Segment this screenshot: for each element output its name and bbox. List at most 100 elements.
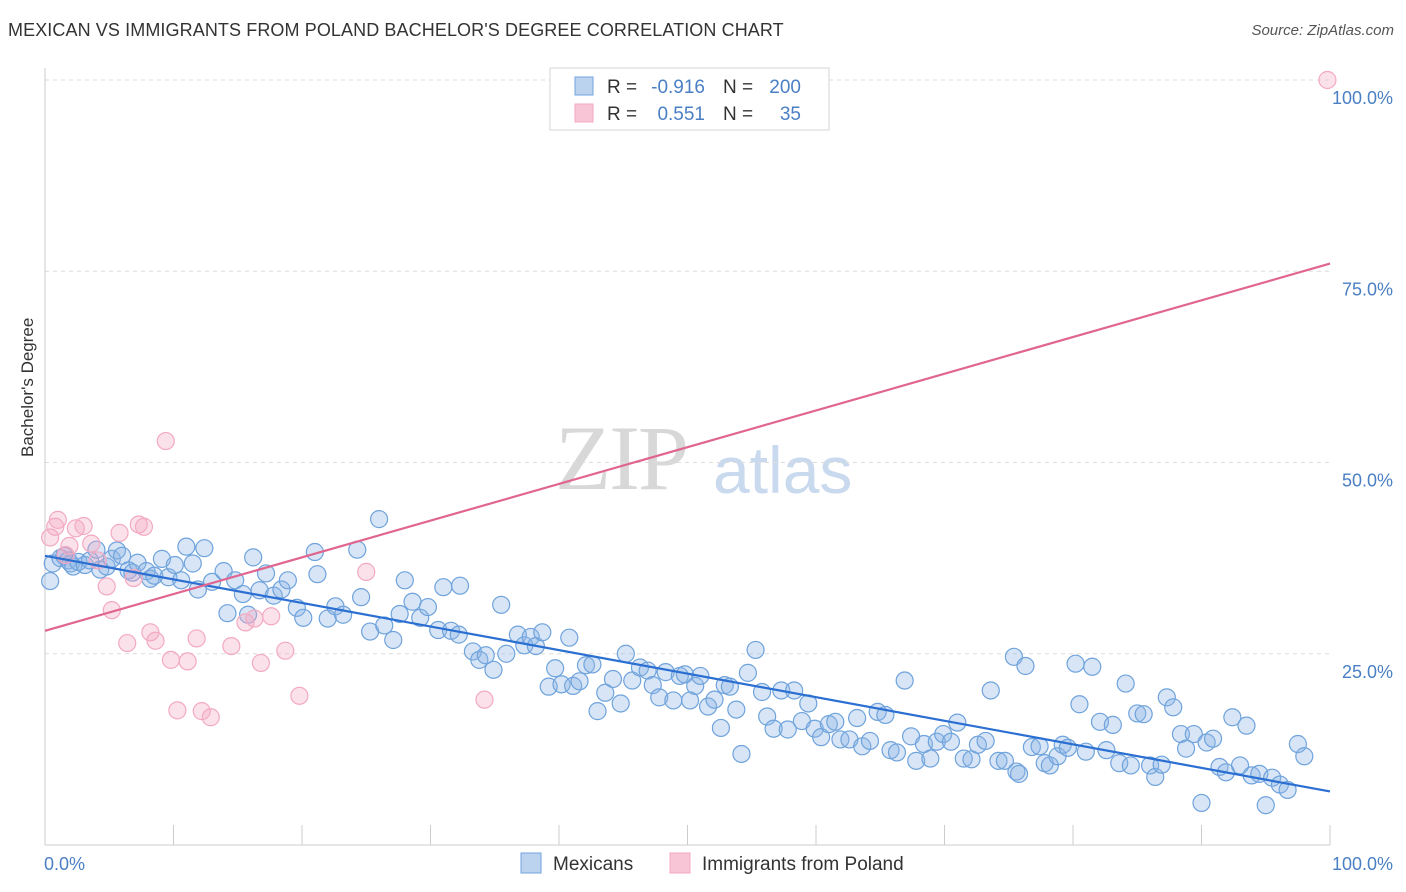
- mexicans-point: [686, 676, 705, 695]
- mexicans-point: [1157, 688, 1176, 707]
- mexicans-point: [1009, 764, 1029, 783]
- mexicans-point: [352, 588, 371, 607]
- legend-n-label: N =: [723, 77, 753, 98]
- mexicans-point: [576, 656, 596, 675]
- mexicans-point: [1066, 654, 1085, 673]
- mexicans-point: [934, 724, 953, 744]
- poland-point: [161, 650, 181, 669]
- y-tick-label: 50.0%: [1342, 471, 1393, 491]
- mexicans-point: [395, 571, 414, 590]
- mexicans-point: [1184, 724, 1203, 744]
- mexicans-point: [552, 675, 571, 694]
- gridlines: [45, 79, 1330, 655]
- mexicans-point: [616, 644, 635, 663]
- mexicans-point: [195, 539, 214, 558]
- mexicans-point: [981, 681, 1000, 700]
- mexicans-point: [976, 731, 995, 751]
- poland-point: [236, 613, 255, 632]
- mexicans-point: [272, 580, 291, 599]
- mexicans-point: [727, 700, 746, 719]
- watermark-zip: ZIP: [555, 407, 689, 509]
- poland-point: [192, 702, 211, 721]
- trend-lines: [44, 262, 1331, 793]
- mexicans-point: [764, 719, 783, 738]
- mexicans-point: [588, 702, 607, 721]
- mexicans-point: [1256, 796, 1275, 815]
- mexicans-point: [746, 640, 765, 660]
- legend-item-mexicans-label: Mexicans: [553, 854, 633, 875]
- legend-item-poland-label: Immigrants from Poland: [702, 854, 904, 875]
- y-tick-label: 75.0%: [1342, 279, 1393, 299]
- poland-point: [251, 653, 270, 673]
- poland-point: [41, 528, 60, 547]
- legend-swatch-poland: [574, 103, 594, 123]
- legend-n-value: 35: [780, 104, 801, 125]
- mexicans-point: [484, 660, 503, 679]
- mexicans-point: [1223, 708, 1242, 727]
- mexicans-point: [1022, 737, 1041, 757]
- legend-item-poland-swatch: [669, 852, 691, 874]
- poland-point: [74, 516, 93, 536]
- mexicans-point: [954, 749, 973, 768]
- mexicans-point: [1237, 716, 1256, 735]
- poland-point: [276, 641, 295, 660]
- legend-r-label: R =: [607, 104, 637, 125]
- mexicans-point: [449, 625, 468, 644]
- mexicans-point: [895, 671, 914, 690]
- mexicans-point: [1007, 762, 1026, 781]
- mexicans-point: [711, 718, 731, 738]
- mexicans-point: [1278, 780, 1297, 800]
- mexicans-point: [560, 628, 579, 647]
- mexicans-point: [1128, 704, 1147, 723]
- bottom-legend: Mexicans Immigrants from Poland: [520, 852, 904, 875]
- poland-points: [41, 70, 1337, 727]
- mexicans-point: [278, 571, 297, 590]
- mexicans-point: [848, 708, 867, 728]
- mexicans-point: [1110, 754, 1129, 773]
- mexicans-point: [546, 659, 565, 678]
- mexicans-point: [887, 743, 907, 762]
- legend-r-value: -0.916: [651, 77, 705, 98]
- mexicans-point: [785, 681, 804, 700]
- mexicans-point: [434, 578, 453, 597]
- mexicans-point: [183, 554, 202, 573]
- mexicans-point: [533, 623, 552, 642]
- mexicans-trend-line: [44, 554, 1331, 793]
- mexicans-point: [705, 690, 724, 709]
- y-tick-label: 25.0%: [1342, 662, 1393, 682]
- poland-point: [222, 636, 241, 656]
- mexicans-point: [370, 510, 389, 529]
- legend-frame: [549, 67, 830, 131]
- mexicans-point: [941, 732, 961, 751]
- mexicans-point: [650, 688, 669, 707]
- legend-item-mexicans-swatch: [520, 852, 542, 874]
- legend-swatch-mexicans: [574, 76, 594, 96]
- mexicans-point: [218, 604, 237, 623]
- mexicans-point: [596, 683, 615, 702]
- mexicans-point: [1134, 705, 1153, 724]
- poland-point: [475, 690, 494, 709]
- mexicans-point: [1176, 739, 1196, 758]
- mexicans-point: [1192, 793, 1211, 813]
- poland-point: [168, 701, 187, 720]
- mexicans-points: [41, 510, 1314, 815]
- mexicans-point: [989, 751, 1008, 770]
- poland-trend-line: [44, 262, 1331, 632]
- mexicans-point: [995, 751, 1014, 770]
- mexicans-point: [450, 576, 470, 595]
- mexicans-point: [1016, 656, 1035, 676]
- x-tick-label: 0.0%: [44, 854, 85, 874]
- poland-point: [201, 708, 220, 727]
- chart-title: MEXICAN VS IMMIGRANTS FROM POLAND BACHEL…: [8, 20, 784, 40]
- mexicans-point: [492, 595, 511, 614]
- mexicans-point: [418, 597, 438, 617]
- poland-point: [146, 631, 165, 650]
- y-tick-label: 100.0%: [1332, 88, 1393, 108]
- mexicans-point: [177, 537, 196, 556]
- mexicans-point: [732, 744, 751, 764]
- mexicans-point: [698, 697, 718, 716]
- mexicans-point: [1203, 729, 1223, 748]
- watermark-atlas: atlas: [713, 433, 853, 507]
- mexicans-point: [390, 604, 409, 624]
